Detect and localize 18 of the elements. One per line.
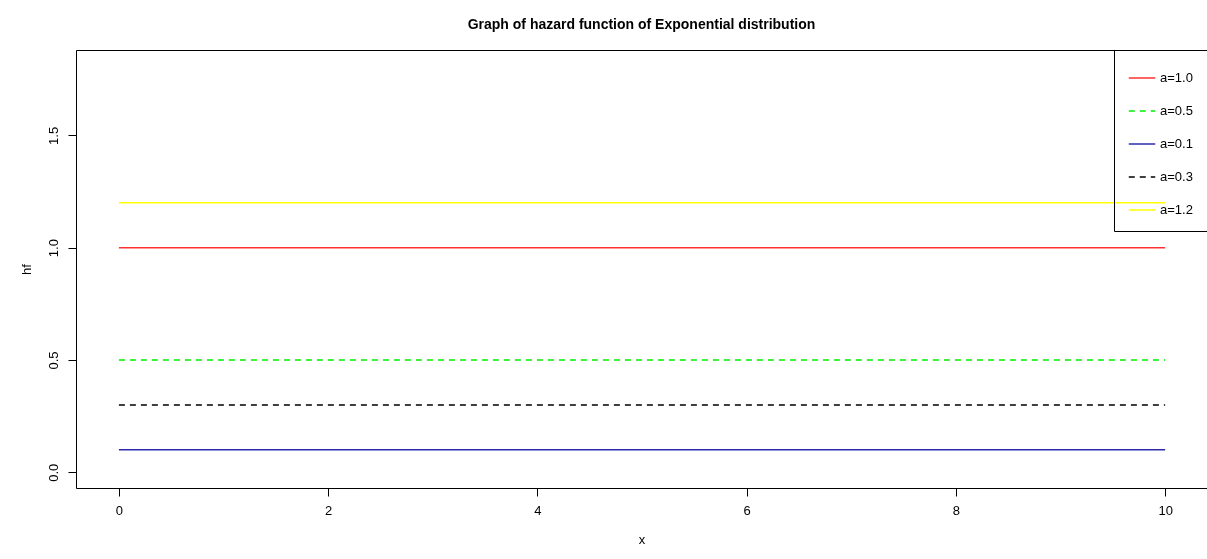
x-tick-label: 6 [743, 502, 751, 518]
y-axis-title: hf [18, 263, 34, 275]
legend-label: a=0.3 [1160, 169, 1193, 184]
x-tick-label: 10 [1158, 502, 1173, 518]
legend-label: a=1.2 [1160, 202, 1193, 217]
y-tick-label: 0.0 [45, 463, 61, 482]
legend-label: a=1.0 [1160, 70, 1193, 85]
x-tick-label: 0 [115, 502, 124, 518]
x-axis-title: x [638, 531, 646, 547]
x-tick-label: 2 [325, 502, 333, 518]
y-tick-label: 0.5 [45, 351, 61, 370]
x-tick-label: 8 [952, 502, 961, 518]
legend-label: a=0.5 [1160, 103, 1193, 118]
y-tick-label: 1.5 [45, 126, 61, 145]
y-tick-label: 1.0 [45, 239, 61, 258]
legend-label: a=0.1 [1160, 136, 1193, 151]
x-tick-label: 4 [534, 502, 542, 518]
chart-title: Graph of hazard function of Exponential distribution [467, 15, 816, 32]
